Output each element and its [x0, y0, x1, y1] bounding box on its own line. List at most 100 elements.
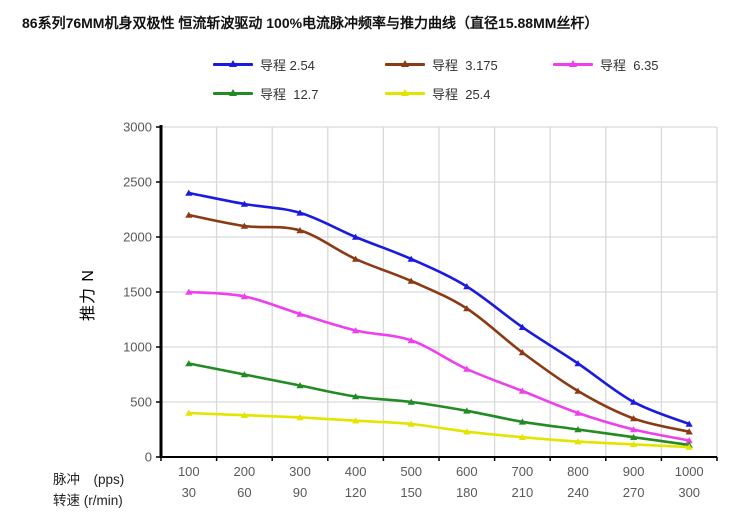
legend-line-icon: [553, 55, 593, 73]
data-point-marker: [352, 255, 360, 262]
legend-label: 导程 12.7: [260, 86, 319, 102]
data-point-marker: [630, 398, 638, 405]
legend-label: 导程 6.35: [600, 57, 659, 73]
data-point-marker: [352, 233, 360, 240]
data-point-marker: [574, 360, 582, 367]
data-point-marker: [518, 433, 526, 440]
series-3: [185, 360, 693, 448]
series-line: [187, 191, 691, 426]
data-point-marker: [240, 371, 248, 378]
data-point-marker: [185, 211, 193, 218]
x-tick-label-pps: 700: [512, 464, 534, 479]
legend-line-icon: [213, 84, 253, 102]
data-point-marker: [407, 420, 415, 427]
data-point-marker: [185, 189, 193, 196]
x-axis-row-label-speed: 转速 (r/min): [53, 493, 123, 508]
y-tick-label: 1000: [123, 340, 152, 355]
x-tick-label-rpm: 300: [678, 485, 700, 500]
data-point-marker: [630, 433, 638, 440]
data-point-marker: [574, 387, 582, 394]
x-tick-label-rpm: 240: [567, 485, 589, 500]
gridlines: [161, 126, 718, 457]
series-4: [185, 409, 693, 450]
data-point-marker: [463, 407, 471, 414]
data-point-marker: [240, 222, 248, 229]
y-tick-label: 2500: [123, 175, 152, 190]
x-tick-label-pps: 200: [234, 464, 256, 479]
legend-item-lead-12-7: 导程 12.7: [213, 84, 319, 102]
legend-item-lead-25-4: 导程 25.4: [385, 84, 491, 102]
legend-line-icon: [385, 55, 425, 73]
data-point-marker: [352, 417, 360, 424]
x-tick-label-rpm: 270: [623, 485, 645, 500]
series-2: [185, 288, 693, 444]
y-tick-label: 0: [145, 450, 152, 465]
data-point-marker: [463, 283, 471, 290]
data-point-marker: [185, 288, 193, 295]
x-tick-label-rpm: 90: [293, 485, 307, 500]
y-tick-label: 3000: [123, 120, 152, 135]
data-point-marker: [240, 200, 248, 207]
data-point-marker: [463, 305, 471, 312]
tick-labels: 0 500 1000 1500 2000 2500 3000 100 200 300 400 500 6…: [123, 120, 704, 501]
data-point-marker: [574, 409, 582, 416]
x-tick-label-pps: 500: [400, 464, 422, 479]
data-point-marker: [296, 209, 304, 216]
legend-item-lead-6-35: 导程 6.35: [553, 55, 659, 73]
x-tick-label-pps: 1000: [675, 464, 704, 479]
x-tick-label-pps: 600: [456, 464, 478, 479]
data-point-marker: [518, 418, 526, 425]
legend-label: 导程 2.54: [260, 57, 315, 73]
series-line: [187, 213, 691, 433]
data-point-marker: [685, 443, 693, 450]
series-0: [185, 189, 693, 427]
y-tick-label: 500: [130, 395, 152, 410]
x-tick-label-pps: 300: [289, 464, 311, 479]
legend-item-lead-3-175: 导程 3.175: [385, 55, 498, 73]
data-point-marker: [407, 277, 415, 284]
series-line: [187, 411, 691, 449]
data-point-marker: [518, 387, 526, 394]
data-point-marker: [185, 360, 193, 367]
data-point-marker: [240, 411, 248, 418]
data-point-marker: [407, 398, 415, 405]
data-point-marker: [630, 426, 638, 433]
series-1: [185, 211, 693, 435]
data-point-marker: [185, 409, 193, 416]
series-line: [187, 290, 691, 442]
legend-line-icon: [213, 55, 253, 73]
y-tick-label: 2000: [123, 230, 152, 245]
data-point-marker: [630, 440, 638, 448]
x-tick-label-rpm: 210: [512, 485, 534, 500]
x-axis-row-label-pulse: 脉冲 (pps): [53, 472, 125, 487]
data-point-marker: [296, 414, 304, 421]
series-line: [187, 362, 691, 447]
data-point-marker: [574, 438, 582, 445]
data-point-marker: [296, 310, 304, 317]
x-tick-label-pps: 800: [567, 464, 589, 479]
x-tick-label-rpm: 150: [400, 485, 422, 500]
legend-label: 导程 3.175: [432, 57, 498, 73]
data-point-marker: [352, 327, 360, 334]
legend-line-icon: [385, 84, 425, 102]
data-point-marker: [240, 293, 248, 300]
data-point-marker: [574, 426, 582, 433]
x-tick-label-rpm: 180: [456, 485, 478, 500]
x-tick-label-pps: 900: [623, 464, 645, 479]
chart-title: 86系列76MM机身双极性 恒流斩波驱动 100%电流脉冲频率与推力曲线（直径1…: [22, 15, 599, 31]
data-point-marker: [407, 337, 415, 344]
data-point-marker: [685, 428, 693, 435]
legend-label: 导程 25.4: [432, 86, 491, 102]
x-tick-label-rpm: 30: [182, 485, 196, 500]
x-tick-label-pps: 400: [345, 464, 367, 479]
x-tick-label-pps: 100: [178, 464, 200, 479]
axes: [156, 125, 718, 461]
x-tick-label-rpm: 120: [345, 485, 367, 500]
data-point-marker: [463, 428, 471, 435]
data-point-marker: [630, 415, 638, 422]
data-point-marker: [685, 437, 693, 444]
data-point-marker: [518, 349, 526, 356]
data-point-marker: [296, 382, 304, 389]
